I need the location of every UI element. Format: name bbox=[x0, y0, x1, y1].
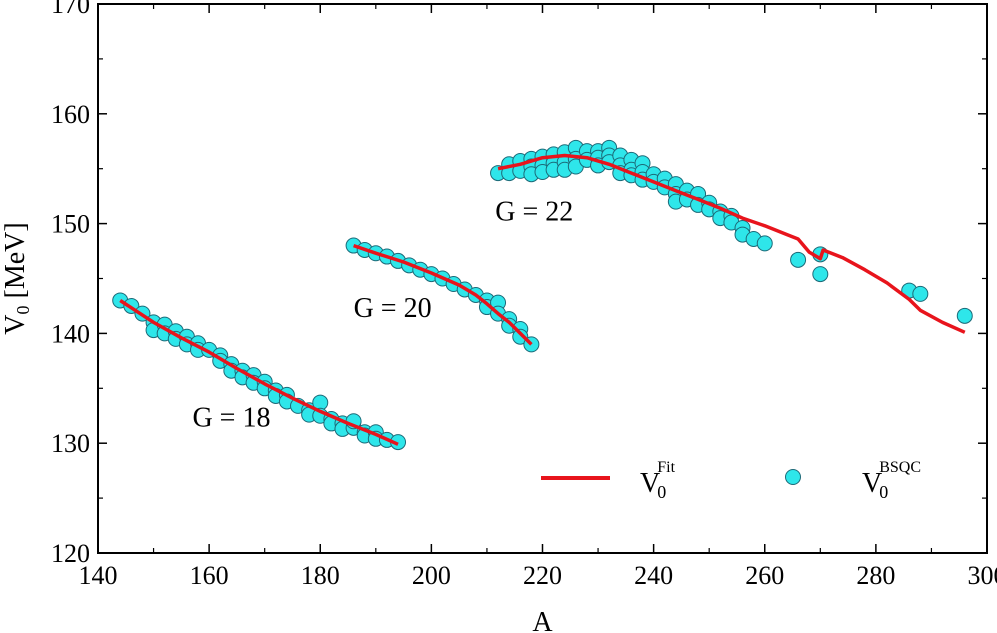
fit-line-segment bbox=[497, 153, 966, 334]
x-tick-label: 140 bbox=[79, 561, 118, 590]
x-tick-label: 280 bbox=[856, 561, 895, 590]
x-tick-label: 260 bbox=[745, 561, 784, 590]
x-tick-label: 160 bbox=[190, 561, 229, 590]
axes-layer: 140 160 180 200 220 240 260 280 300 120 130 140 150 1… bbox=[51, 0, 997, 590]
legend-bsqc-superscript: BSQC bbox=[879, 459, 921, 476]
legend-bsqc-symbol: V bbox=[862, 468, 882, 499]
plot-frame bbox=[97, 3, 988, 554]
x-tick-label: 300 bbox=[968, 561, 997, 590]
legend-bsqc-label: V0 BSQC bbox=[862, 459, 921, 502]
x-tick-label: 180 bbox=[301, 561, 340, 590]
x-tick-label: 240 bbox=[634, 561, 673, 590]
y-tick-label: 140 bbox=[51, 319, 90, 348]
legend-fit-symbol: V bbox=[640, 468, 660, 499]
legend: V0Fit V0BSQC bbox=[541, 459, 921, 502]
bsqc-point bbox=[912, 285, 929, 302]
legend-fit-subscript: 0 bbox=[657, 482, 666, 502]
y-axis-title-symbol: V bbox=[0, 314, 31, 334]
y-tick-label: 160 bbox=[51, 100, 90, 129]
group-annotation: G = 22 bbox=[495, 196, 573, 227]
fit-line-segment bbox=[353, 243, 533, 346]
plot-layer bbox=[112, 139, 973, 451]
y-axis-title-unit: [MeV] bbox=[0, 222, 31, 305]
y-tick-label: 170 bbox=[51, 0, 90, 19]
fit-line-segment bbox=[119, 299, 399, 446]
y-axis-title-subscript: 0 bbox=[13, 305, 33, 314]
x-tick-label: 200 bbox=[412, 561, 451, 590]
legend-fit-superscript: Fit bbox=[657, 459, 675, 476]
y-tick-label: 150 bbox=[51, 210, 90, 239]
y-tick-label: 120 bbox=[51, 539, 90, 568]
bsqc-point bbox=[956, 307, 973, 324]
legend-bsqc-subscript: 0 bbox=[879, 482, 888, 502]
bsqc-point bbox=[790, 251, 807, 268]
bsqc-point bbox=[812, 266, 829, 283]
group-annotation: G = 20 bbox=[354, 293, 432, 324]
bsqc-point bbox=[756, 235, 773, 252]
annotations-layer: G = 18 G = 20 G = 22 bbox=[192, 196, 573, 433]
x-tick-label: 220 bbox=[523, 561, 562, 590]
legend-fit-label: V0 Fit bbox=[640, 459, 676, 502]
x-axis-title: A bbox=[532, 607, 553, 633]
y-tick-label: 130 bbox=[51, 429, 90, 458]
bsqc-point bbox=[512, 328, 529, 345]
group-annotation: G = 18 bbox=[192, 403, 270, 434]
legend-bsqc-marker-swatch bbox=[785, 469, 801, 485]
y-axis-title: V0 [MeV] bbox=[0, 222, 33, 334]
